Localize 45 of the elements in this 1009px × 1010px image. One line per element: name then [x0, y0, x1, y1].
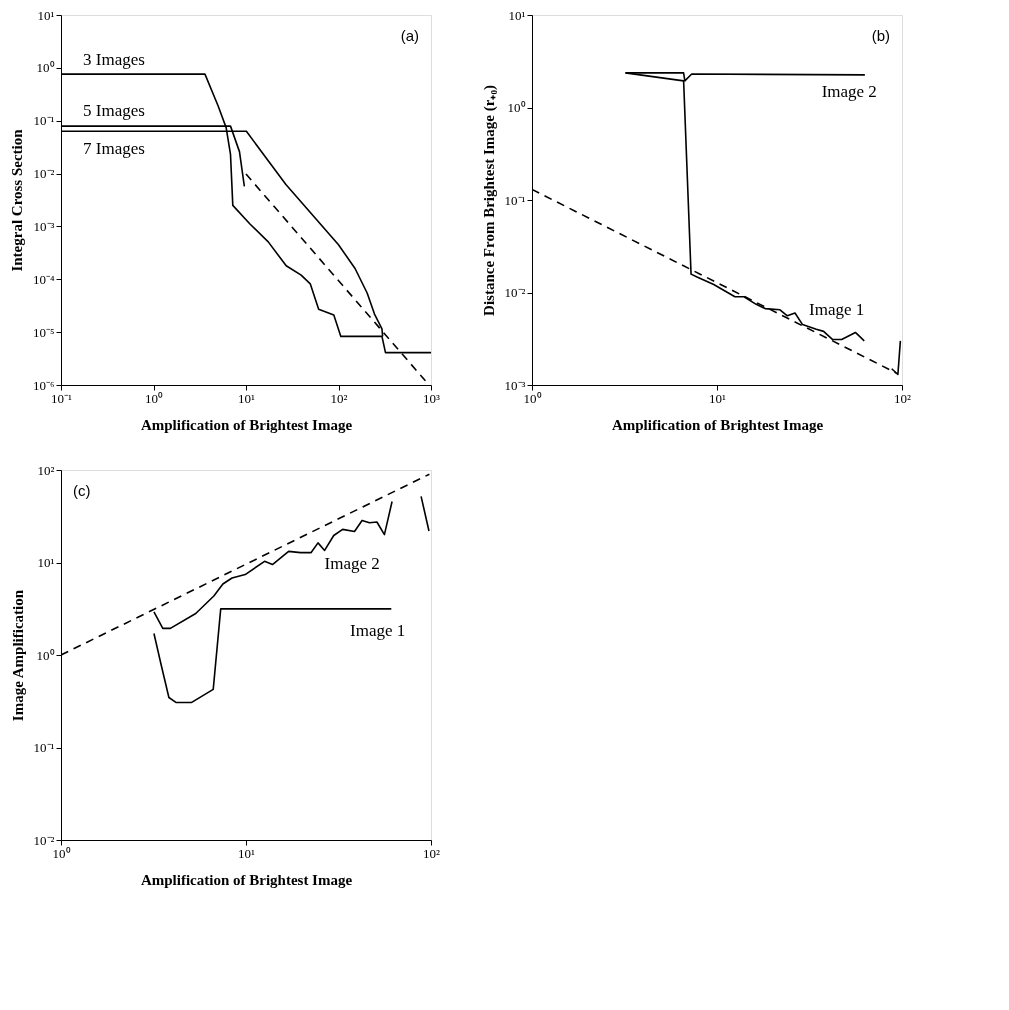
annotation: (b) — [871, 27, 890, 44]
y-tick-label: 10⁻³ — [33, 218, 55, 234]
x-tick-label: 10⁻¹ — [51, 390, 73, 406]
y-tick-label: 10¹ — [37, 555, 55, 570]
x-tick-label: 10⁰ — [523, 390, 542, 406]
y-tick-label: 10⁰ — [36, 647, 55, 663]
series-label: Image 1 — [809, 299, 865, 319]
y-tick-label: 10⁻² — [33, 166, 55, 182]
y-tick-label: 10⁻³ — [504, 377, 526, 393]
x-tick-label: 10² — [894, 390, 912, 406]
y-tick-label: 10⁻⁴ — [32, 271, 55, 287]
y-tick-label: 10⁻² — [33, 832, 55, 848]
y-axis-title: Image Amplification — [9, 589, 26, 722]
x-tick-label: 10¹ — [709, 390, 727, 406]
series-label: 7 Images — [83, 139, 145, 159]
y-tick-label: 10⁻² — [504, 285, 526, 300]
y-tick-label: 10⁻¹ — [504, 192, 526, 208]
series-label: Image 2 — [324, 554, 380, 574]
x-tick-label: 10⁰ — [52, 845, 71, 861]
x-tick-label: 10¹ — [238, 845, 256, 861]
y-axis-title: Integral Cross Section — [8, 128, 25, 272]
x-tick-label: 10³ — [423, 390, 441, 406]
x-tick-label: 10¹ — [238, 390, 256, 406]
y-axis-title: Distance From Brightest Image (r₊₀) — [480, 85, 498, 316]
y-tick-label: 10¹ — [37, 7, 55, 23]
series-label: Image 2 — [821, 81, 877, 101]
y-tick-label: 10² — [37, 462, 55, 478]
series-label: 3 Images — [83, 50, 145, 70]
x-axis-title: Amplification of Brightest Image — [611, 416, 824, 433]
annotation: (c) — [73, 482, 91, 499]
x-axis-title: Amplification of Brightest Image — [140, 416, 353, 433]
annotation: (a) — [400, 27, 419, 44]
y-tick-label: 10⁻⁵ — [32, 324, 55, 340]
y-tick-label: 10¹ — [508, 7, 526, 23]
y-tick-label: 10⁻¹ — [33, 740, 55, 755]
y-tick-label: 10⁻⁶ — [32, 377, 55, 393]
x-tick-label: 10² — [330, 390, 348, 406]
x-tick-label: 10² — [423, 845, 441, 861]
series-label: Image 1 — [350, 620, 406, 640]
y-tick-label: 10⁰ — [507, 100, 526, 115]
y-tick-label: 10⁻¹ — [33, 113, 55, 129]
series-label: 5 Images — [83, 101, 145, 121]
x-axis-title: Amplification of Brightest Image — [140, 871, 353, 888]
y-tick-label: 10⁰ — [36, 60, 55, 76]
x-tick-label: 10⁰ — [145, 390, 163, 406]
